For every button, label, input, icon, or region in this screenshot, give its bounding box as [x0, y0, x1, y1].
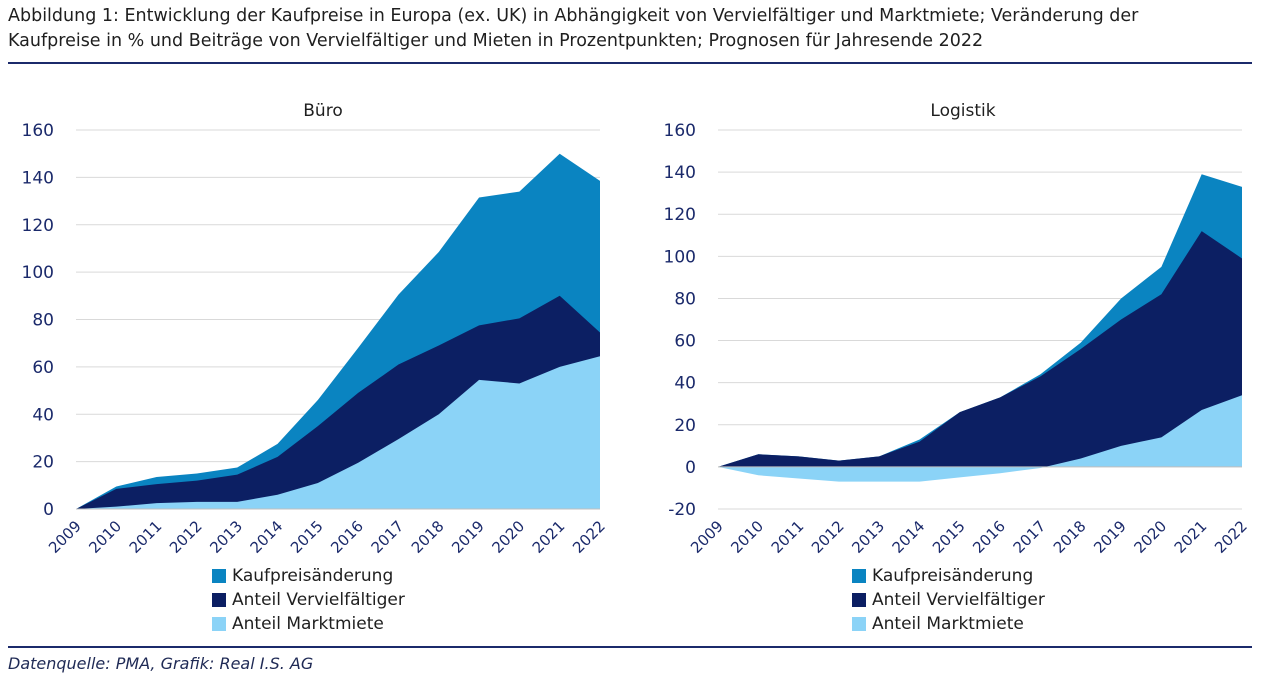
- x-tick-label: 2020: [488, 517, 528, 557]
- legend-label: Anteil Marktmiete: [872, 614, 1024, 634]
- y-tick-label: 80: [32, 311, 54, 331]
- legend-swatch: [212, 617, 226, 631]
- x-tick-label: 2019: [1090, 517, 1130, 557]
- y-tick-label: 40: [674, 374, 696, 394]
- legend-swatch: [852, 617, 866, 631]
- bottom-rule: [8, 646, 1252, 648]
- x-tick-label: 2016: [969, 517, 1009, 557]
- y-tick-label: 40: [32, 405, 54, 425]
- y-tick-label: 100: [22, 263, 54, 283]
- chart-title: Logistik: [930, 101, 995, 121]
- x-tick-label: 2021: [1171, 517, 1211, 557]
- y-tick-label: 120: [22, 216, 54, 236]
- x-tick-label: 2012: [166, 517, 206, 557]
- y-tick-label: 120: [664, 205, 696, 225]
- x-tick-label: 2016: [327, 517, 367, 557]
- x-tick-label: 2017: [368, 517, 408, 557]
- chart-logistik: Logistik -20 0 20 40 60 80 100 120 140 160 2009 2010…: [640, 66, 1280, 646]
- area-series-2: [718, 231, 1242, 467]
- y-tick-label: 100: [664, 247, 696, 267]
- y-tick-label: 140: [22, 168, 54, 188]
- y-tick-label: 0: [685, 458, 696, 478]
- x-tick-label: 2017: [1010, 517, 1050, 557]
- x-tick-label: 2021: [529, 517, 569, 557]
- x-tick-label: 2015: [287, 517, 327, 557]
- y-tick-label: 0: [43, 500, 54, 520]
- chart-logistik-svg: Logistik -20 0 20 40 60 80 100 120 140 160 2009 2010…: [664, 101, 1251, 634]
- x-tick-label: 2018: [408, 517, 448, 557]
- area-series-3: [718, 395, 1242, 482]
- y-tick-label: 20: [674, 416, 696, 436]
- y-tick-label: 60: [32, 358, 54, 378]
- y-tick-label: 60: [674, 332, 696, 352]
- legend-swatch: [852, 569, 866, 583]
- legend-label: Anteil Vervielfältiger: [872, 590, 1045, 610]
- y-tick-label: 140: [664, 163, 696, 183]
- x-tick-label: 2014: [247, 517, 287, 557]
- area-series-3: [76, 356, 600, 509]
- x-tick-label: 2014: [889, 517, 929, 557]
- x-tick-label: 2009: [45, 517, 85, 557]
- legend-label: Anteil Vervielfältiger: [232, 590, 405, 610]
- x-tick-label: 2011: [768, 517, 808, 557]
- y-tick-label: 20: [32, 453, 54, 473]
- x-tick-label: 2022: [1211, 517, 1251, 557]
- x-tick-label: 2013: [848, 517, 888, 557]
- legend-swatch: [212, 569, 226, 583]
- x-tick-label: 2019: [448, 517, 488, 557]
- legend-label: Anteil Marktmiete: [232, 614, 384, 634]
- y-tick-label: -20: [668, 500, 696, 520]
- x-tick-label: 2015: [929, 517, 969, 557]
- chart-buero: Büro 0 20 40 60 80 100 120 140 160 2009 2010 2011 201…: [0, 66, 630, 646]
- x-tick-label: 2011: [126, 517, 166, 557]
- legend-swatch: [212, 593, 226, 607]
- top-rule: [8, 62, 1252, 64]
- x-tick-label: 2010: [727, 517, 767, 557]
- chart-title: Büro: [303, 101, 342, 121]
- x-tick-label: 2022: [569, 517, 609, 557]
- legend-swatch: [852, 593, 866, 607]
- x-tick-label: 2009: [687, 517, 727, 557]
- x-tick-label: 2020: [1130, 517, 1170, 557]
- y-tick-label: 80: [674, 289, 696, 309]
- y-tick-label: 160: [664, 121, 696, 141]
- legend-label: Kaufpreisänderung: [232, 566, 393, 586]
- x-tick-label: 2013: [206, 517, 246, 557]
- y-tick-label: 160: [22, 121, 54, 141]
- x-tick-label: 2018: [1050, 517, 1090, 557]
- x-tick-label: 2012: [808, 517, 848, 557]
- source-note: Datenquelle: PMA, Grafik: Real I.S. AG: [8, 654, 314, 673]
- x-tick-label: 2010: [85, 517, 125, 557]
- figure-title: Abbildung 1: Entwicklung der Kaufpreise …: [8, 6, 1139, 51]
- legend-label: Kaufpreisänderung: [872, 566, 1033, 586]
